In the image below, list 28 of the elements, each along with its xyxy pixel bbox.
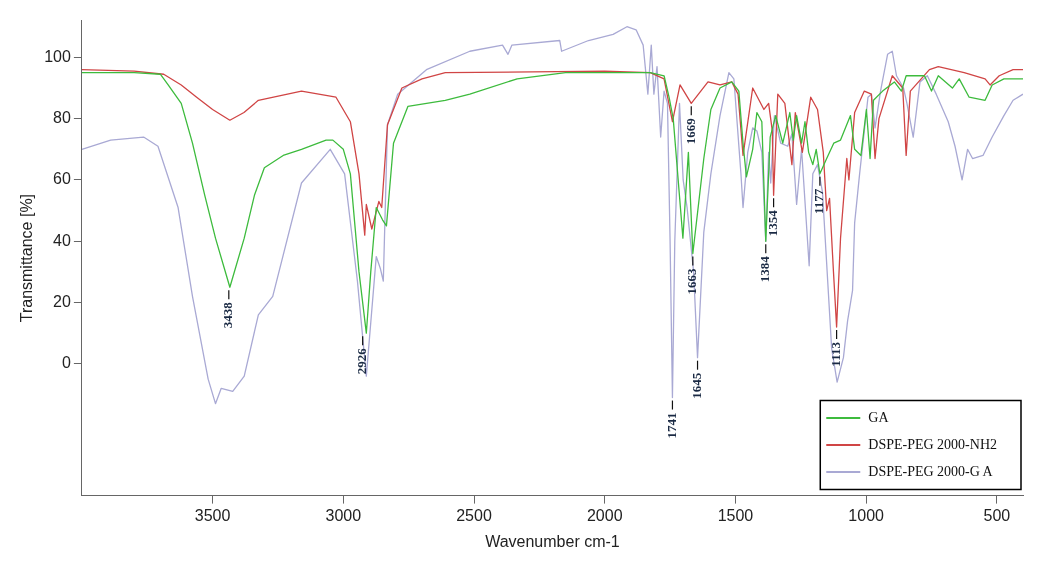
x-tick-label: 2000	[586, 506, 623, 524]
legend-label: GA	[868, 409, 890, 425]
annotation: 1384	[757, 255, 773, 283]
legend-label: DSPE-PEG 2000-G A	[868, 463, 994, 479]
x-axis-title: Wavenumber cm-1	[485, 532, 620, 550]
y-axis-title: Transmittance [%]	[18, 193, 36, 323]
annotation: 3438	[220, 301, 236, 329]
y-tick-label: 20	[53, 292, 71, 310]
annotation: 2926	[354, 347, 370, 375]
annotation: 1645	[688, 372, 704, 399]
y-tick-label: 80	[53, 109, 71, 127]
y-tick-label: 60	[53, 170, 71, 188]
x-tick-label: 1000	[848, 506, 885, 524]
annotation: 1177	[811, 188, 827, 215]
legend-label: DSPE-PEG 2000-NH2	[868, 436, 998, 452]
annotation: 1741	[663, 412, 679, 439]
annotation: 1354	[764, 209, 780, 237]
annotation: 1669	[682, 117, 698, 145]
x-tick-label: 3000	[325, 506, 362, 524]
annotation: 1113	[827, 341, 843, 367]
y-tick-label: 0	[61, 354, 71, 372]
x-tick-label: 1500	[717, 506, 754, 524]
x-tick-label: 500	[983, 506, 1011, 524]
y-tick-label: 40	[53, 231, 71, 249]
annotation: 1663	[684, 268, 700, 295]
y-tick-label: 100	[44, 47, 71, 65]
x-tick-label: 2500	[456, 506, 492, 524]
x-tick-label: 3500	[194, 506, 231, 524]
